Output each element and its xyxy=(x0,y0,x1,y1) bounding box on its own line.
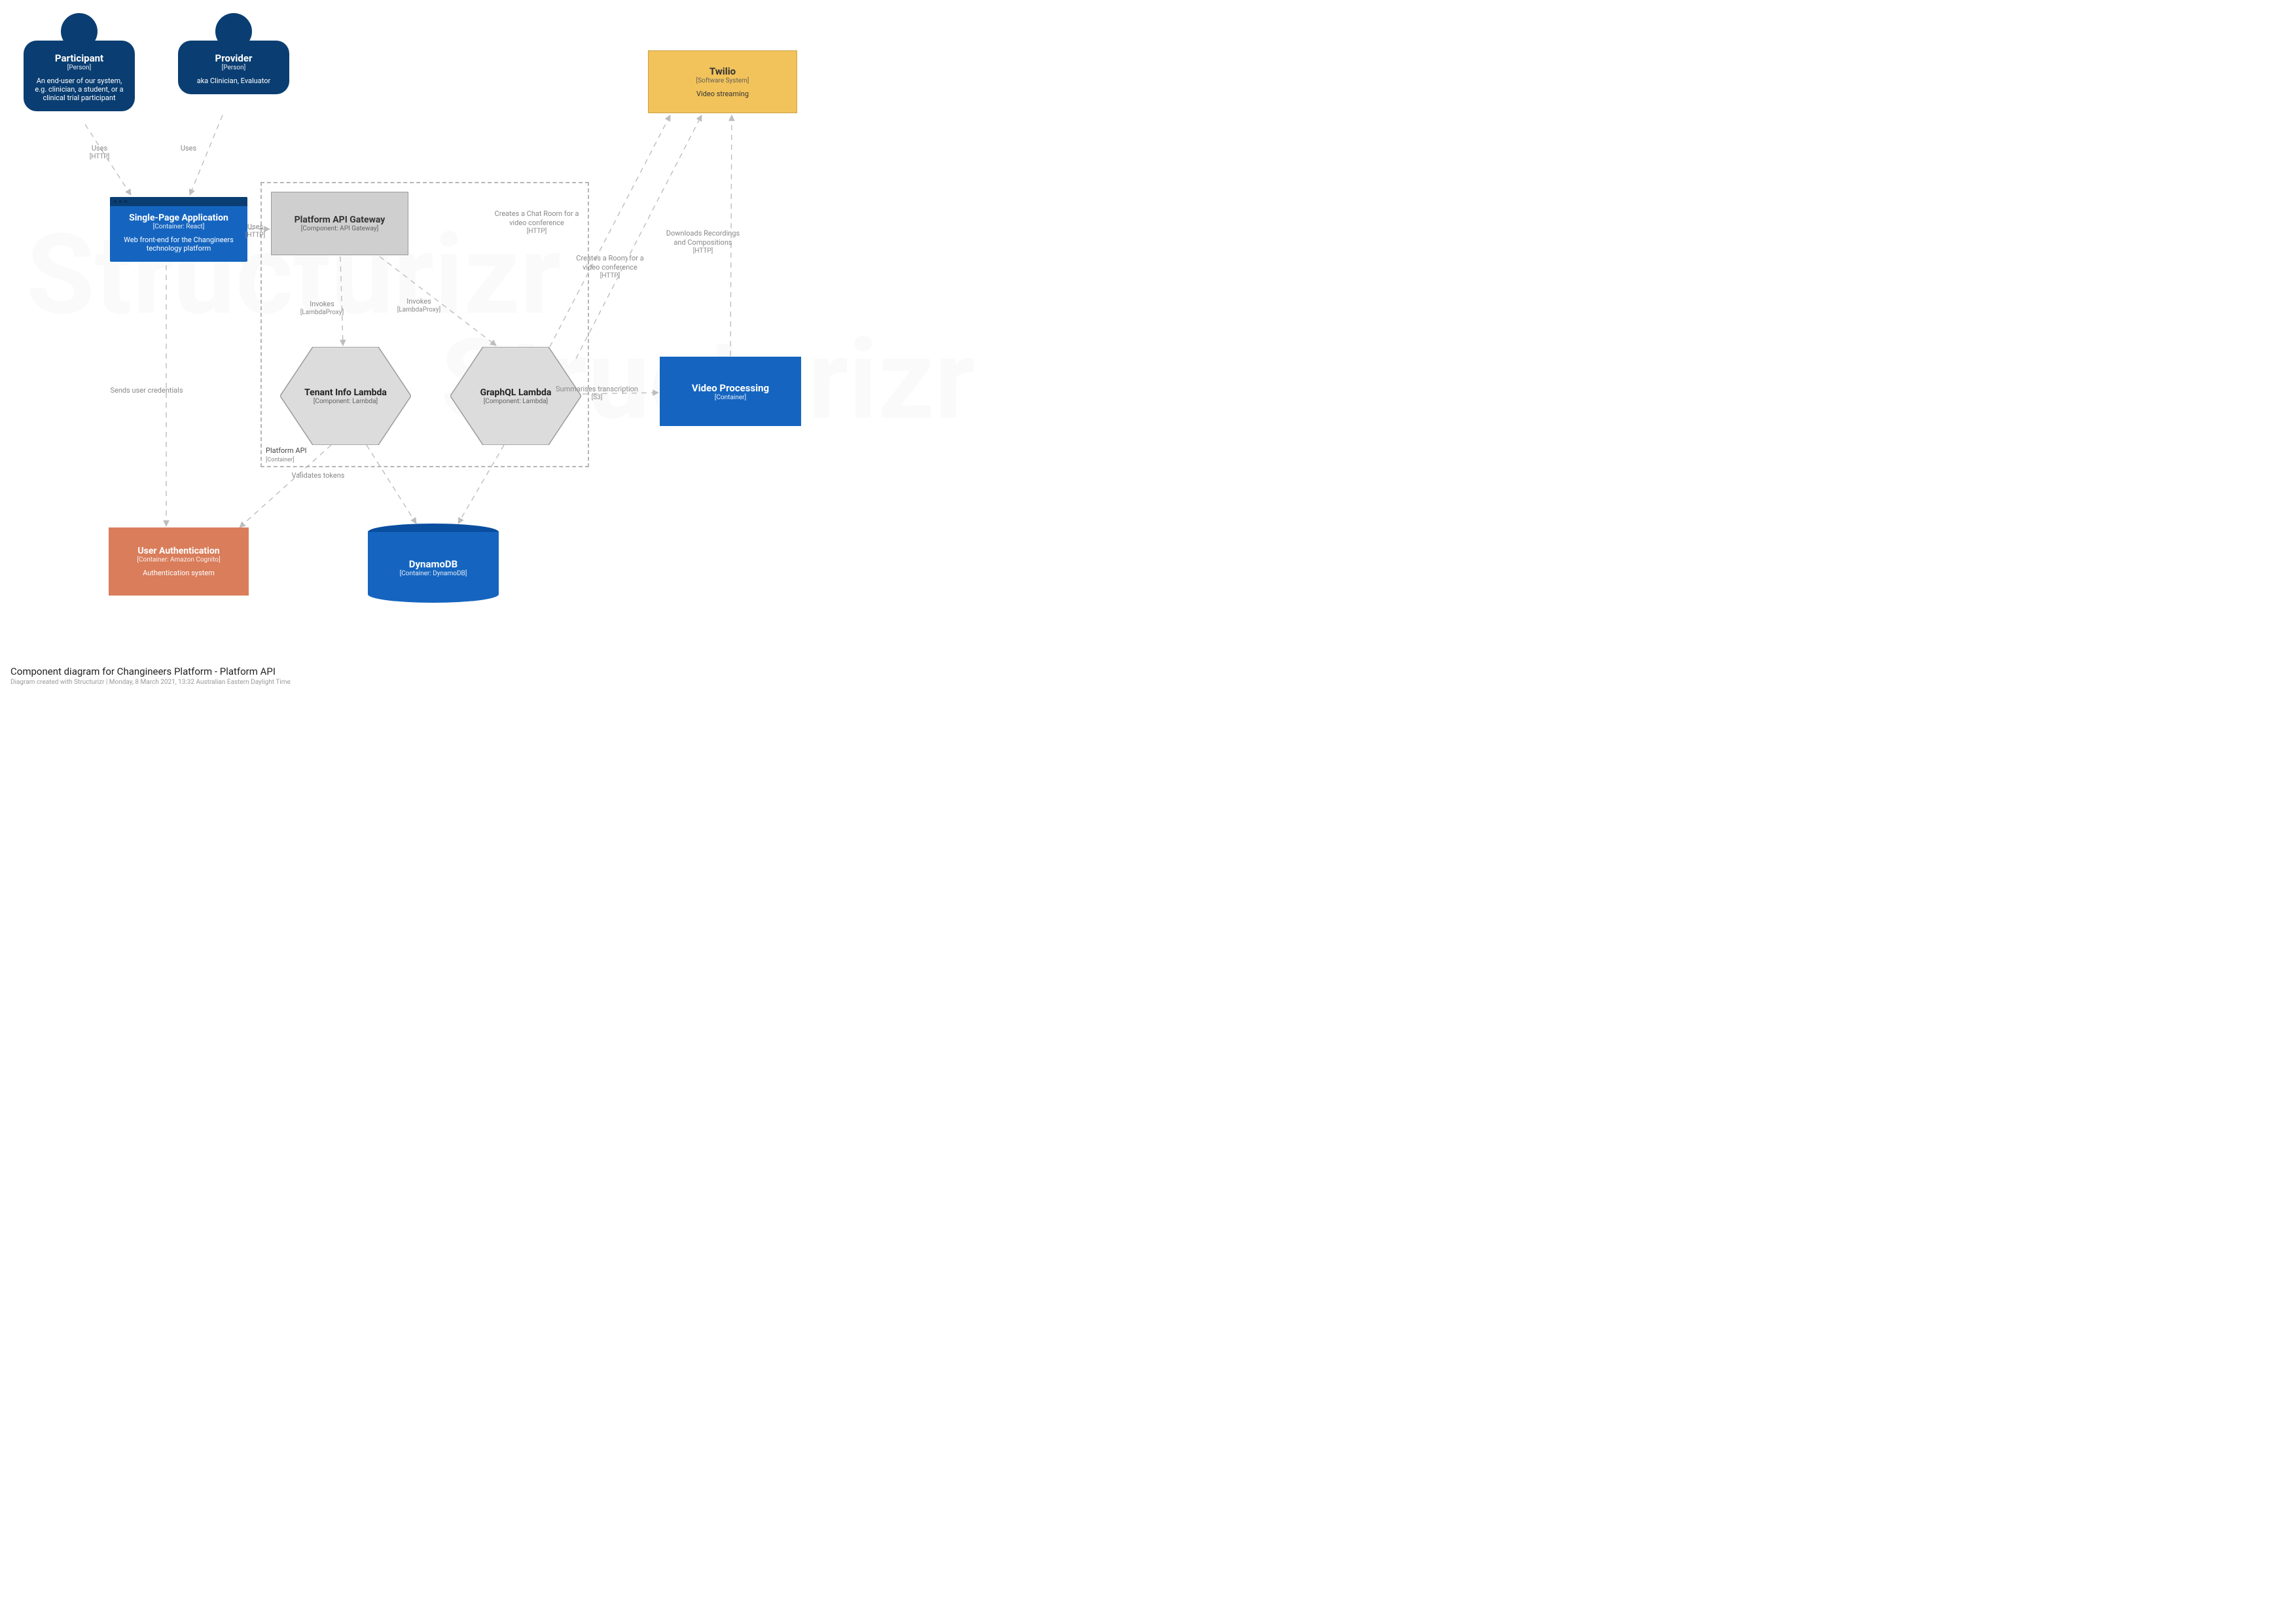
node-meta: [Component: Lambda] xyxy=(314,398,378,405)
group-title: Platform API xyxy=(266,446,307,455)
edge-e12 xyxy=(576,115,702,359)
video-processing-node: Video Processing [Container] xyxy=(660,357,801,426)
edge-e2 xyxy=(190,115,223,195)
edge-label-e1: Uses[HTTP] xyxy=(57,144,142,161)
edge-label-e13: Downloads Recordings and Compositions[HT… xyxy=(660,229,745,255)
node-meta: [Component: API Gateway] xyxy=(301,225,379,232)
node-meta: [Container: DynamoDB] xyxy=(400,570,467,577)
node-desc: An end-user of our system, e.g. clinicia… xyxy=(30,77,128,102)
node-title: DynamoDB xyxy=(409,558,458,570)
node-meta: [Person] xyxy=(30,64,128,71)
auth-node: User Authentication [Container: Amazon C… xyxy=(109,527,249,596)
node-meta: [Container] xyxy=(715,394,746,401)
diagram-subtitle: Diagram created with Structurizr | Monda… xyxy=(10,679,291,686)
node-title: Provider xyxy=(185,52,283,64)
node-title: Video Processing xyxy=(692,382,769,394)
node-meta: [Container: Amazon Cognito] xyxy=(137,556,220,563)
edge-e1 xyxy=(85,124,131,195)
edge-e13 xyxy=(730,115,732,356)
node-meta: [Person] xyxy=(185,64,283,71)
edge-label-e2: Uses xyxy=(146,144,231,153)
group-meta: [Container] xyxy=(266,457,295,463)
api-gateway-node: Platform API Gateway [Component: API Gat… xyxy=(271,192,408,255)
node-desc: Authentication system xyxy=(143,569,215,577)
edge-e10 xyxy=(583,393,658,394)
provider-node: Provider [Person] aka Clinician, Evaluat… xyxy=(178,13,289,94)
dynamodb-node: DynamoDB [Container: DynamoDB] xyxy=(368,524,499,603)
node-title: Single-Page Application xyxy=(118,213,240,223)
node-title: GraphQL Lambda xyxy=(480,387,552,398)
spa-node: Single-Page Application [Container: Reac… xyxy=(110,197,247,262)
participant-node: Participant [Person] An end-user of our … xyxy=(24,13,135,111)
twilio-node: Twilio [Software System] Video streaming xyxy=(648,50,797,113)
node-title: User Authentication xyxy=(137,546,219,556)
footer: Component diagram for Changineers Platfo… xyxy=(10,666,291,686)
node-desc: Video streaming xyxy=(696,90,749,98)
diagram-title: Component diagram for Changineers Platfo… xyxy=(10,666,291,677)
node-title: Platform API Gateway xyxy=(295,215,386,225)
edge-label-e7: Validates tokens xyxy=(276,471,361,480)
group-label: Platform API [Container] xyxy=(266,446,307,463)
node-meta: [Software System] xyxy=(696,77,749,84)
node-title: Participant xyxy=(30,52,128,64)
node-title: Tenant Info Lambda xyxy=(304,387,387,398)
node-meta: [Component: Lambda] xyxy=(484,398,548,405)
edge-label-e4: Sends user credentials xyxy=(104,386,189,395)
node-title: Twilio xyxy=(709,65,736,77)
node-desc: Web front-end for the Changineers techno… xyxy=(118,236,240,253)
browser-bar-icon xyxy=(110,197,247,206)
node-meta: [Container: React] xyxy=(118,223,240,230)
node-desc: aka Clinician, Evaluator xyxy=(185,77,283,85)
